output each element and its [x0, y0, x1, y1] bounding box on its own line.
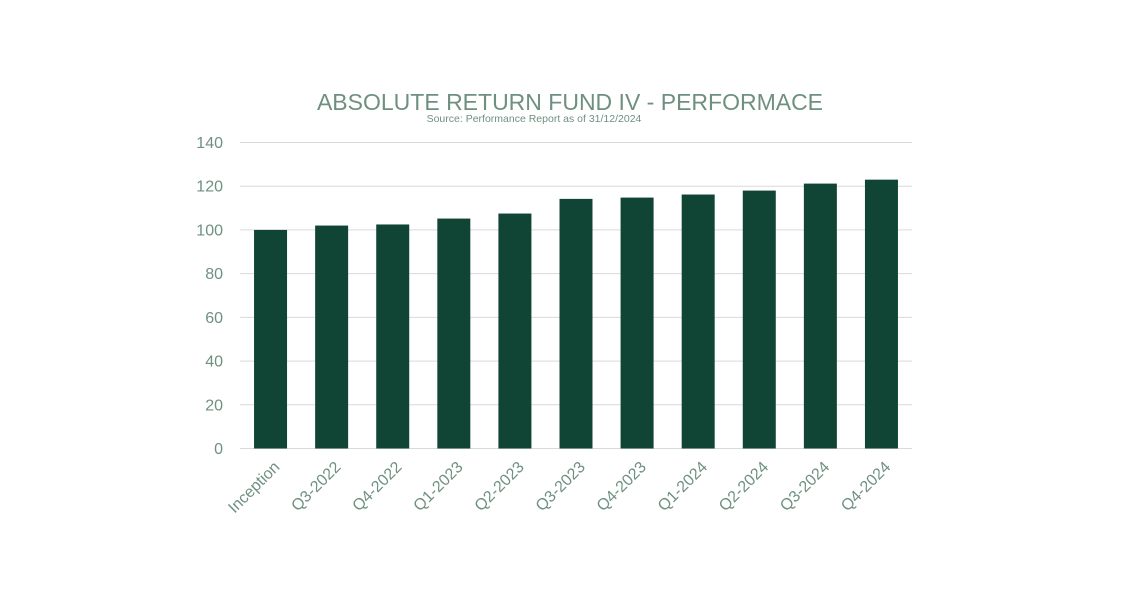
y-tick-label: 40: [205, 354, 223, 371]
bar: [742, 190, 776, 449]
y-tick-label: 0: [214, 441, 223, 458]
chart-subtitle: Source: Performance Report as of 31/12/2…: [427, 113, 642, 125]
bars: [254, 179, 898, 449]
x-tick-label: Q3-2022: [288, 459, 344, 515]
x-tick-label: Q1-2024: [655, 459, 711, 515]
y-tick-label: 80: [205, 266, 223, 283]
y-tick-label: 60: [205, 310, 223, 327]
x-tick-label: Q2-2024: [716, 459, 772, 515]
y-tick-label: 20: [205, 397, 223, 414]
y-tick-label: 120: [196, 179, 223, 196]
bar: [864, 179, 898, 449]
x-tick-label: Q3-2023: [533, 459, 589, 515]
y-tick-label: 100: [196, 222, 223, 239]
bar: [620, 197, 654, 449]
chart-title: ABSOLUTE RETURN FUND IV - PERFORMACE: [317, 89, 823, 115]
bar: [681, 194, 715, 449]
bar: [376, 224, 410, 449]
bar: [803, 183, 837, 449]
bar: [498, 213, 532, 449]
bar: [437, 218, 471, 449]
x-tick-label: Q4-2022: [350, 459, 406, 515]
x-tick-label: Q4-2024: [838, 459, 894, 515]
y-axis-tick-labels: 0 20 40 60 80 100 120 140: [196, 135, 223, 458]
bar: [315, 225, 349, 449]
y-tick-label: 140: [196, 135, 223, 152]
x-tick-label: Q4-2023: [594, 459, 650, 515]
bar: [254, 229, 288, 449]
bar: [559, 198, 593, 449]
x-axis-tick-labels: Inception Q3-2022 Q4-2022 Q1-2023 Q2-2023 Q3-…: [225, 459, 894, 517]
x-tick-label: Q3-2024: [777, 459, 833, 515]
x-tick-label: Inception: [225, 459, 283, 517]
x-tick-label: Q1-2023: [411, 459, 467, 515]
x-tick-label: Q2-2023: [472, 459, 528, 515]
